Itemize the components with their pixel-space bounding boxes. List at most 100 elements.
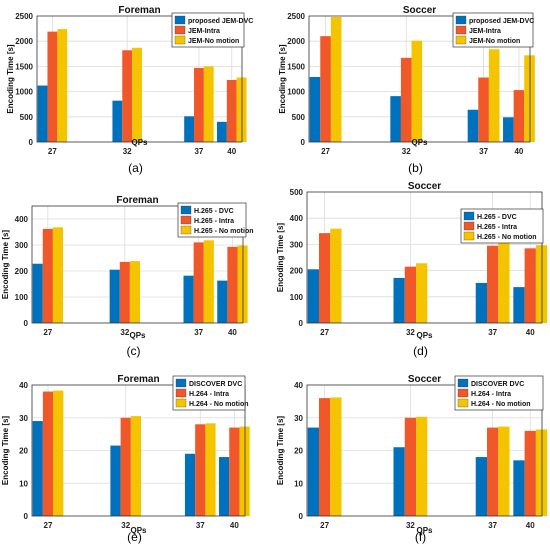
legend-swatch [174,15,186,25]
bar-d-s3-q37 [498,242,510,323]
bar-c-s1-q27 [32,263,43,323]
bar-b-s1-q32 [390,96,401,142]
bar-d-s3-q40 [535,245,548,323]
legend-swatch [175,398,187,408]
x-tick-label: 32 [406,521,415,530]
bar-d-s1-q37 [475,282,488,323]
x-tick-label: 37 [194,328,203,337]
chart-panel-6: 0 10 20 30 40 27 32 37 40 Soccer Encoding Time [s]… [276,374,548,544]
y-tick-label: 10 [19,479,28,488]
y-axis-label: Encoding Time [s] [1,230,10,300]
y-tick-label: 200 [290,267,304,276]
y-tick-label: 300 [15,241,29,250]
bar-d-s2-q40 [524,248,536,323]
y-tick-label: 1000 [287,88,305,97]
x-axis-label: QPs [411,138,428,147]
bar-e-s1-q37 [184,453,196,516]
bar-b-s3-q32 [411,40,423,142]
chart-title: Soccer [408,181,441,192]
bar-e-s3-q27 [53,390,64,516]
bar-e-s1-q32 [110,445,121,516]
x-tick-label: 27 [320,328,329,337]
legend-label: DISCOVER DVC [189,381,242,388]
bar-e-s3-q40 [239,426,250,516]
bar-d-s1-q32 [393,277,405,323]
y-tick-label: 1000 [15,88,33,97]
legend-swatch [455,35,467,45]
legend-swatch [457,378,469,388]
y-tick-label: 500 [290,188,304,197]
legend-swatch [180,215,192,225]
x-tick-label: 37 [488,328,497,337]
panel-caption: (f) [415,530,426,544]
panel-caption: (a) [128,161,143,175]
axes-frame [306,191,543,324]
legend-label: H.264 - Intra [471,391,511,398]
legend-swatch [457,398,469,408]
chart-panel-1: 0 500 1000 1500 2000 2500 27 32 37 40 Foreman Encod… [6,5,253,175]
bar-a-s1-q37 [184,116,195,142]
bar-e-s1-q40 [219,457,230,516]
bar-b-s1-q37 [467,109,479,142]
chart-title: Foreman [118,5,160,16]
x-tick-label: 32 [402,147,411,156]
bar-b-s3-q37 [488,49,500,142]
legend-swatch [175,388,187,398]
bar-f-s1-q37 [475,457,488,516]
bar-d-s1-q27 [307,269,319,323]
y-tick-label: 500 [292,113,306,122]
legend-label: H.265 - No motion [194,228,254,235]
bar-c-s3-q37 [203,240,214,323]
bar-e-s2-q37 [195,424,206,516]
chart-title: Soccer [403,5,436,16]
legend: proposed JEM-DVC JEM-Intra JEM-No motion [171,12,253,48]
axes-frame [36,15,243,143]
x-tick-label: 37 [479,147,488,156]
y-tick-label: 2000 [15,37,33,46]
bar-d-s2-q32 [404,266,417,323]
bar-a-s3-q32 [132,47,142,142]
legend-box [452,12,534,48]
bar-b-s3-q40 [524,55,535,143]
legend-label: JEM-Intra [188,28,220,35]
legend-swatch [455,25,467,35]
bar-a-s2-q32 [122,50,133,142]
bar-f-s1-q40 [513,460,525,516]
y-tick-label: 40 [19,381,28,390]
bar-d-s3-q27 [330,228,342,323]
x-axis-label: QPs [416,331,433,340]
y-tick-label: 0 [299,512,304,521]
legend-label: H.265 - Intra [194,218,234,225]
legend-label: proposed JEM-DVC [188,18,253,25]
bar-e-s1-q27 [32,421,43,516]
x-tick-label: 27 [44,521,53,530]
bar-f-s1-q32 [393,447,405,516]
legend: DISCOVER DVC H.264 - Intra H.264 - No moti… [172,375,249,411]
panel-caption: (d) [413,344,428,358]
legend-label: H.264 - No motion [189,401,249,408]
bar-f-s2-q27 [318,398,331,516]
legend: DISCOVER DVC H.264 - Intra H.264 - No moti… [454,375,544,411]
y-tick-label: 0 [29,138,34,147]
bar-f-s2-q40 [524,430,536,516]
y-tick-label: 100 [290,293,304,302]
y-tick-label: 300 [290,240,304,249]
axes-frame [306,384,543,517]
bar-a-s3-q40 [236,77,247,142]
legend-label: H.265 - Intra [477,224,517,231]
y-tick-label: 2500 [287,12,305,21]
y-tick-label: 0 [24,319,29,328]
legend-swatch [457,388,469,398]
y-tick-label: 20 [19,447,28,456]
y-tick-label: 1500 [287,62,305,71]
y-tick-label: 10 [294,479,303,488]
x-tick-label: 40 [228,328,237,337]
legend-label: proposed JEM-DVC [469,18,534,25]
legend: H.265 - DVC H.265 - Intra H.265 - No motio… [460,208,544,244]
y-tick-label: 400 [15,215,29,224]
legend-box [454,375,544,411]
axes-frame [31,384,246,517]
bar-b-s1-q27 [309,76,321,142]
panel-caption: (c) [127,344,141,358]
bar-c-s1-q32 [109,269,120,323]
